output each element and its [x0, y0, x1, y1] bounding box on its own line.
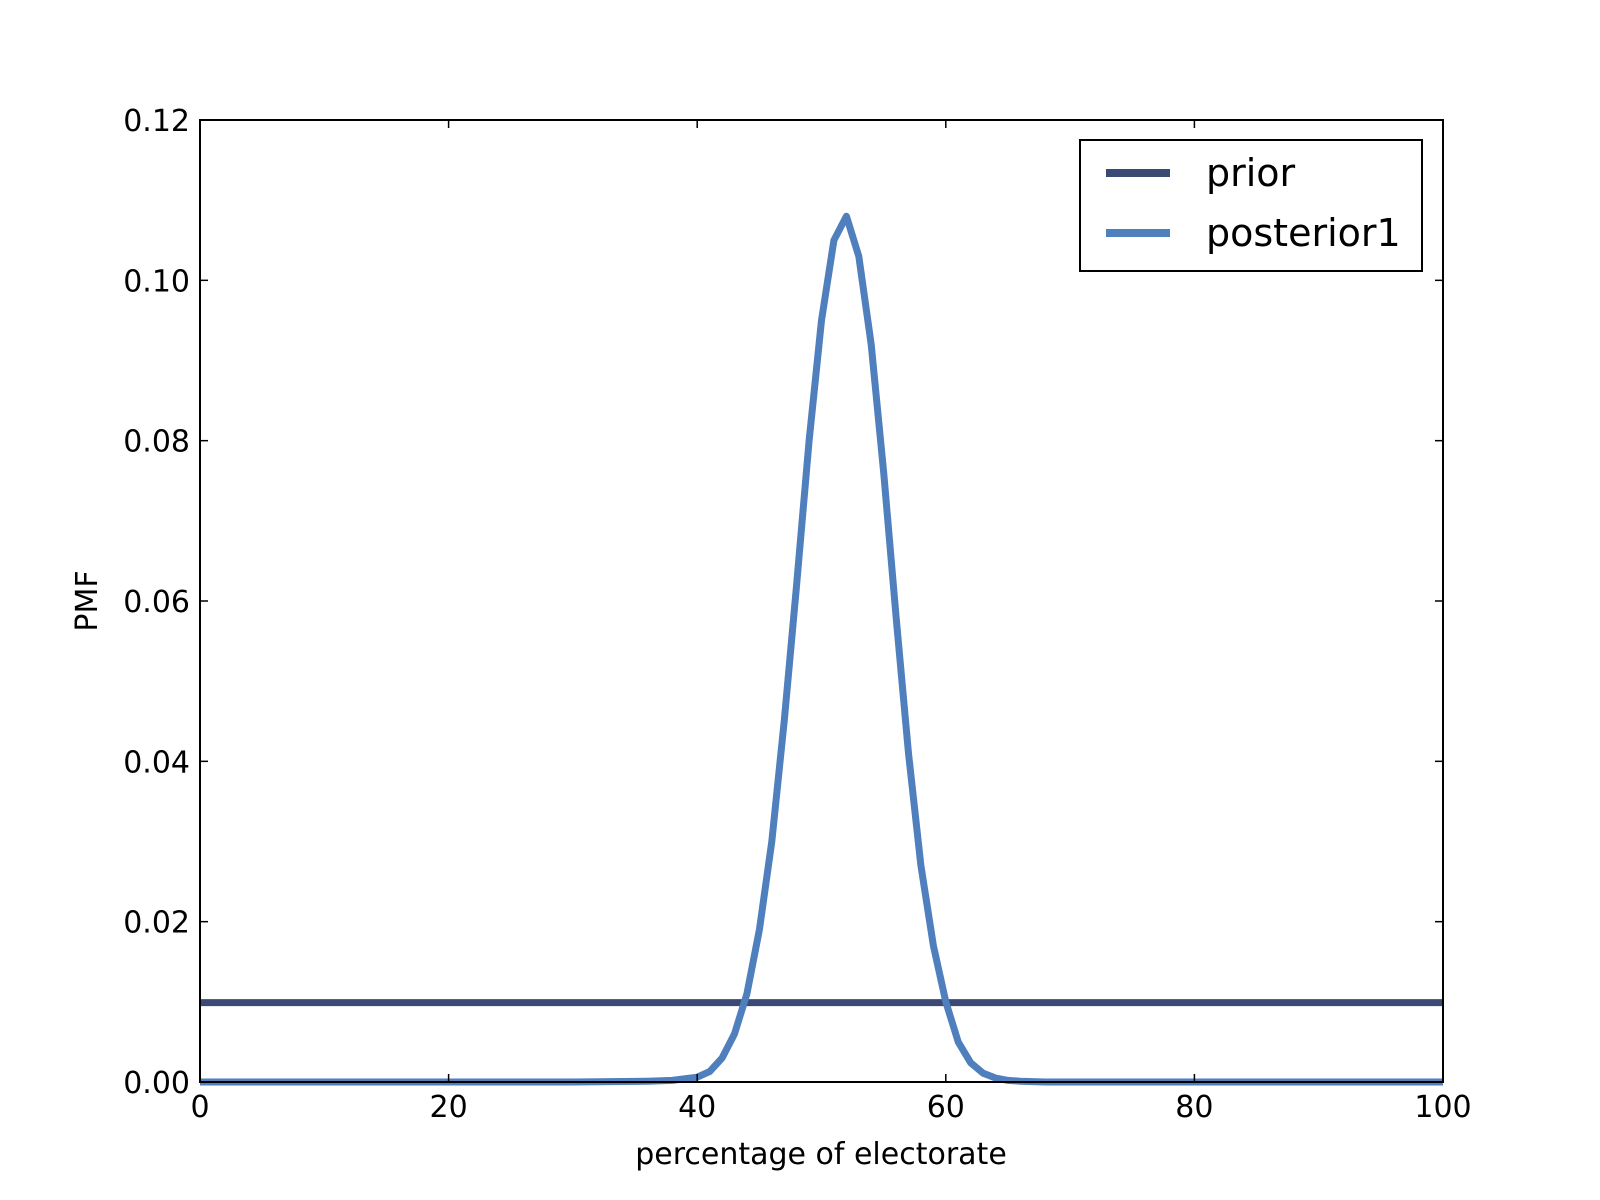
- y-axis-label: PMF: [70, 570, 105, 631]
- y-tick-label: 0.02: [123, 906, 190, 941]
- y-tick-labels: 0.00 0.02 0.04 0.06 0.08 0.10 0.12: [123, 104, 190, 1101]
- x-tick-label: 80: [1175, 1090, 1213, 1125]
- plot-area: [199, 119, 1444, 1086]
- series-layer: [200, 212, 1443, 1086]
- x-tick-label: 60: [927, 1090, 965, 1125]
- series-line-posterior1: [200, 212, 1443, 1086]
- y-tick-label: 0.06: [123, 585, 190, 620]
- y-tick-label: 0.04: [123, 745, 190, 780]
- x-tick-label: 40: [678, 1090, 716, 1125]
- x-tick-labels: 0 20 40 60 80 100: [190, 1090, 1471, 1125]
- y-tick-label: 0.12: [123, 104, 190, 139]
- y-tick-label: 0.10: [123, 264, 190, 299]
- x-tick-label: 100: [1414, 1090, 1471, 1125]
- y-tick-label: 0.08: [123, 425, 190, 460]
- legend-label-posterior1: posterior1: [1206, 211, 1401, 255]
- y-tick-label: 0.00: [123, 1066, 190, 1101]
- plot-frame: [199, 119, 1444, 1083]
- x-axis-label: percentage of electorate: [635, 1137, 1007, 1172]
- legend-box: [1079, 139, 1423, 272]
- legend-label-prior: prior: [1206, 151, 1296, 195]
- x-tick-label: 20: [430, 1090, 468, 1125]
- legend: prior posterior1: [1079, 139, 1423, 272]
- x-tick-label: 0: [190, 1090, 209, 1125]
